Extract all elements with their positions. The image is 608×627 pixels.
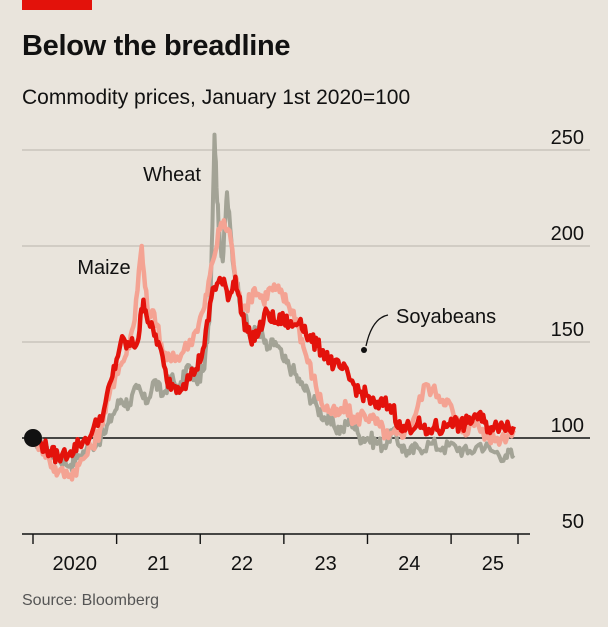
x-axis xyxy=(22,533,530,544)
series-label-maize: Maize xyxy=(77,257,130,279)
series-lines xyxy=(24,132,516,482)
series-line-maize xyxy=(30,217,516,482)
x-tick-label-2022: 22 xyxy=(231,553,253,575)
baseline-start-dot xyxy=(24,429,42,447)
x-tick-label-2023: 23 xyxy=(315,553,337,575)
brand-bar xyxy=(22,0,92,10)
soyabeans-leader-line xyxy=(365,314,389,347)
line-chart: 50 100 150 200 250 2020 21 22 23 24 25 Wheat Maize So… xyxy=(22,127,590,575)
chart-subtitle: Commodity prices, January 1st 2020=100 xyxy=(22,86,411,109)
y-tick-label-150: 150 xyxy=(551,319,584,341)
y-tick-label-50: 50 xyxy=(562,511,584,533)
y-tick-label-100: 100 xyxy=(551,415,584,437)
soyabeans-leader-dot xyxy=(361,347,367,353)
series-line-wheat xyxy=(31,132,516,473)
series-label-soyabeans: Soyabeans xyxy=(396,306,496,328)
x-tick-label-2024: 24 xyxy=(398,553,420,575)
series-label-wheat: Wheat xyxy=(143,164,201,186)
x-tick-label-2021: 21 xyxy=(147,553,169,575)
x-tick-label-2020: 2020 xyxy=(53,553,98,575)
y-tick-label-200: 200 xyxy=(551,223,584,245)
chart-labels: 50 100 150 200 250 2020 21 22 23 24 25 Wheat Maize So… xyxy=(53,127,584,575)
y-tick-label-250: 250 xyxy=(551,127,584,149)
series-line-soyabeans xyxy=(30,274,516,465)
source-note: Source: Bloomberg xyxy=(22,592,159,609)
x-tick-label-2025: 25 xyxy=(482,553,504,575)
chart-title: Below the breadline xyxy=(22,30,291,62)
